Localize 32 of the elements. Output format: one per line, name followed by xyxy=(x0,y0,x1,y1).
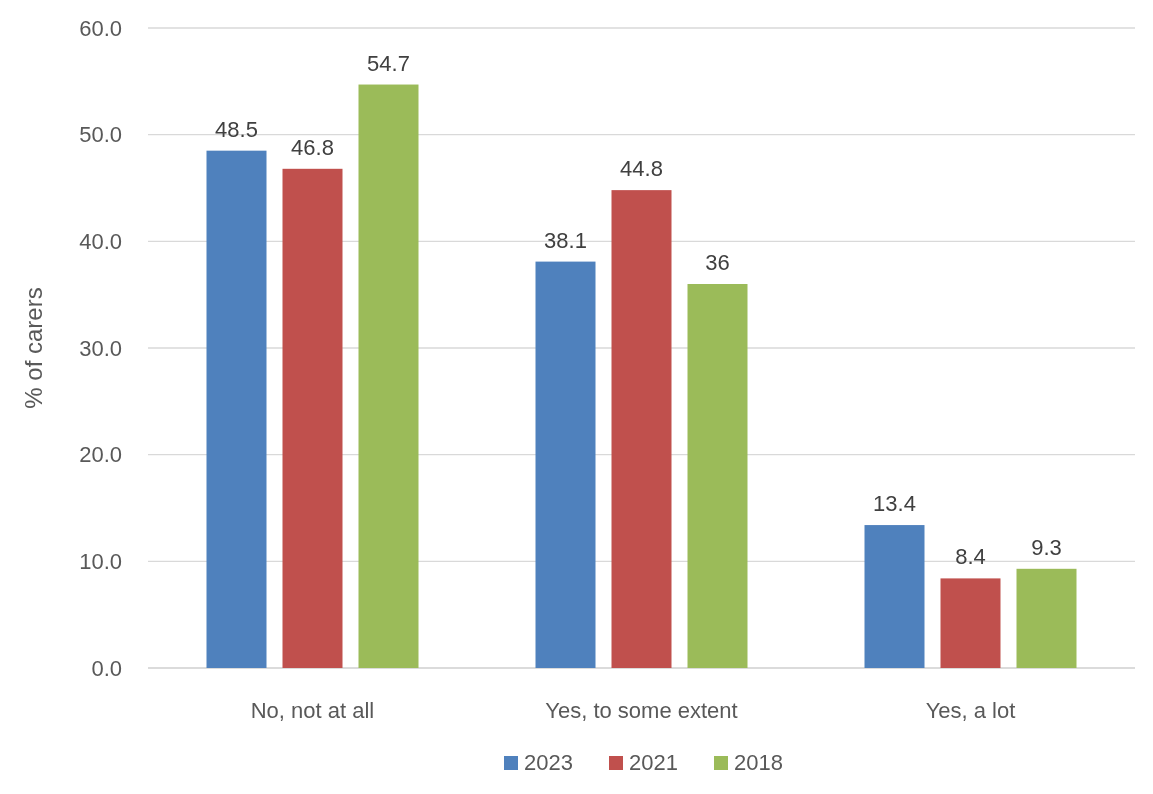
bar xyxy=(206,150,267,668)
legend-label: 2021 xyxy=(629,750,678,775)
bar xyxy=(282,168,343,668)
data-label: 54.7 xyxy=(367,50,410,76)
bar xyxy=(535,261,596,668)
bar xyxy=(940,578,1001,668)
y-tick-label: 50.0 xyxy=(79,122,122,148)
x-tick-label: Yes, a lot xyxy=(925,698,1016,723)
bar xyxy=(687,284,748,668)
x-tick-label: No, not at all xyxy=(250,698,375,723)
y-tick-label: 0.0 xyxy=(91,655,122,681)
bar xyxy=(1016,568,1077,668)
y-axis-title: % of carers xyxy=(20,287,47,409)
bar xyxy=(864,525,925,668)
legend-label: 2018 xyxy=(734,750,783,775)
data-label: 9.3 xyxy=(1031,534,1062,560)
data-label: 13.4 xyxy=(873,491,916,517)
bar xyxy=(611,190,672,668)
data-label: 8.4 xyxy=(955,544,986,570)
y-tick-label: 30.0 xyxy=(79,335,122,361)
y-tick-label: 10.0 xyxy=(79,549,122,575)
data-label: 44.8 xyxy=(620,156,663,182)
bar xyxy=(358,84,419,668)
data-label: 36 xyxy=(705,250,730,275)
data-label: 48.5 xyxy=(215,116,258,142)
y-tick-label: 20.0 xyxy=(79,442,122,468)
data-label: 38.1 xyxy=(544,227,587,253)
data-label: 46.8 xyxy=(291,134,334,160)
y-tick-label: 40.0 xyxy=(79,229,122,255)
y-tick-label: 60.0 xyxy=(79,15,122,41)
x-tick-label: Yes, to some extent xyxy=(545,698,738,723)
legend-label: 2023 xyxy=(524,750,573,775)
